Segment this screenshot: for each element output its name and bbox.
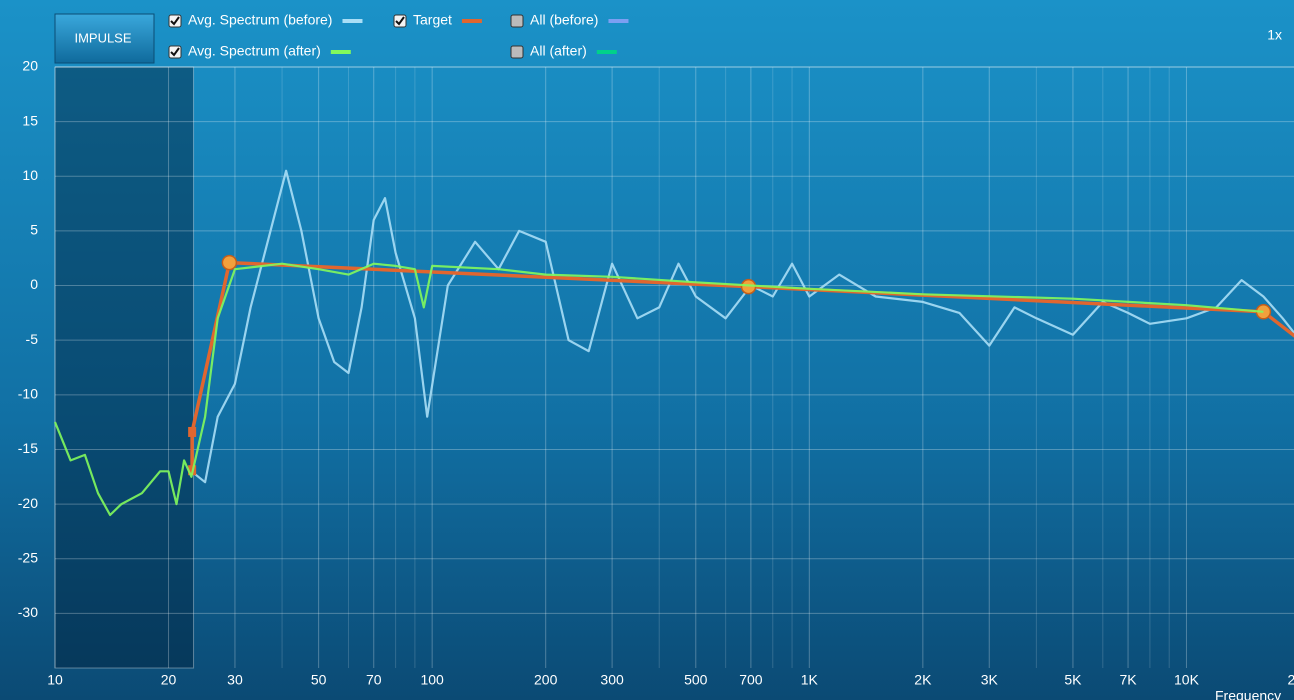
x-tick-label: 200	[534, 672, 558, 688]
legend: Avg. Spectrum (before) Target All (before)…	[168, 12, 629, 59]
x-tick-label: 30	[227, 672, 243, 688]
x-tick-label: 300	[600, 672, 624, 688]
legend-label: Target	[413, 12, 452, 28]
x-tick-label: 50	[311, 672, 327, 688]
y-tick-label: 15	[22, 112, 38, 128]
legend-checkbox[interactable]	[168, 14, 182, 28]
legend-checkbox[interactable]	[510, 14, 524, 28]
x-tick-label: 20K	[1288, 672, 1294, 688]
series-line	[53, 262, 1264, 517]
legend-label: All (before)	[530, 12, 598, 28]
checkmark	[395, 16, 405, 26]
checkbox	[510, 14, 524, 28]
x-tick-label: 2K	[914, 672, 932, 688]
x-tick-label: 10K	[1174, 672, 1200, 688]
legend-checkbox[interactable]	[168, 45, 182, 59]
x-tick-label: 10	[47, 672, 63, 688]
logo-button[interactable]: IMPULSE	[54, 13, 155, 64]
x-tick-label: 100	[420, 672, 444, 688]
y-tick-label: -20	[18, 495, 38, 511]
y-tick-label: 20	[22, 58, 38, 74]
y-tick-label: -10	[18, 386, 38, 402]
y-tick-label: -25	[18, 549, 38, 565]
x-tick-label: 7K	[1119, 672, 1137, 688]
x-tick-label: 70	[366, 672, 382, 688]
y-tick-label: 0	[30, 276, 38, 292]
y-tick-label: 5	[30, 222, 38, 238]
control-point	[221, 254, 238, 271]
y-tick-label: -5	[26, 331, 39, 347]
logo-text: IMPULSE	[74, 30, 131, 45]
y-tick-label: -15	[18, 440, 38, 456]
x-tick-label: 3K	[981, 672, 999, 688]
logo-frame[interactable]	[54, 13, 155, 64]
x-tick-label: 500	[684, 672, 708, 688]
control-handle	[188, 426, 197, 437]
legend-label: Avg. Spectrum (before)	[188, 12, 332, 28]
y-tick-label: 10	[22, 167, 38, 183]
x-tick-label: 700	[739, 672, 763, 688]
legend-label: Avg. Spectrum (after)	[188, 43, 321, 59]
checkmark	[170, 16, 180, 26]
checkbox	[510, 45, 524, 59]
x-tick-label: 20	[161, 672, 177, 688]
checkmark	[170, 47, 180, 57]
y-tick-label: -30	[18, 604, 38, 620]
zoom-label[interactable]: 1x	[1267, 27, 1282, 43]
series-line	[190, 169, 1294, 484]
x-tick-label: 1K	[801, 672, 819, 688]
legend-checkbox[interactable]	[393, 14, 407, 28]
legend-label: All (after)	[530, 43, 587, 59]
x-axis-label: Frequency	[1215, 688, 1281, 700]
legend-checkbox[interactable]	[510, 45, 524, 59]
x-tick-label: 5K	[1064, 672, 1082, 688]
excluded-region	[54, 66, 195, 669]
